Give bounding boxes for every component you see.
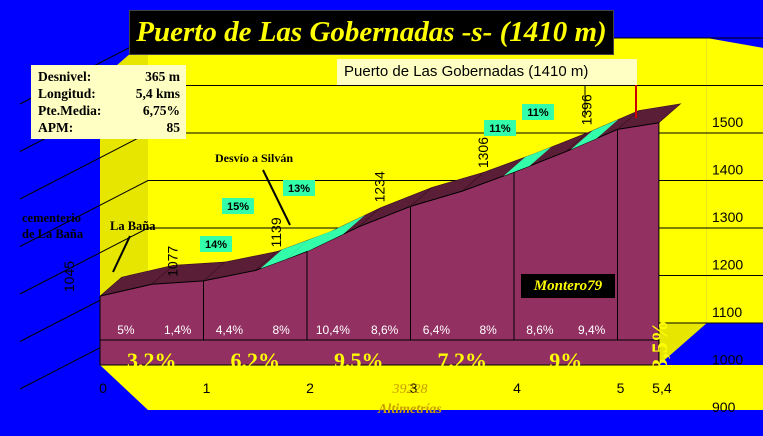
steep-badge (283, 180, 315, 196)
stat-row-longitud: Longitud: 5,4 kms (38, 85, 180, 102)
annotation-arrow (262, 169, 291, 226)
credit-text: Montero79 (533, 278, 603, 294)
segment-slope-label: 8% (479, 323, 497, 337)
steep-badge-label: 11% (489, 123, 511, 135)
segment-slope-label: 8,6% (526, 323, 554, 337)
stat-row-apm: APM: 85 (38, 119, 180, 136)
steep-badge (484, 120, 516, 136)
altitude-label: 1139 (268, 217, 284, 247)
segment-slope-label: 6,4% (423, 323, 451, 337)
chart-title-box: Puerto de Las Gobernadas -s- (1410 m) (129, 10, 614, 55)
summit-label: Puerto de Las Gobernadas (1410 m) (344, 63, 589, 80)
steep-badge-label: 11% (527, 107, 549, 119)
summit-label-box: Puerto de Las Gobernadas (1410 m) (337, 59, 637, 85)
stats-box: Desnivel: 365 m Longitud: 5,4 kms Pte.Me… (31, 65, 186, 139)
steep-badge-label: 15% (227, 201, 249, 213)
y-tick-label: 1000 (712, 352, 743, 368)
chart-title: Puerto de Las Gobernadas -s- (1410 m) (136, 16, 607, 48)
segment-slope-label: 4,4% (216, 323, 244, 337)
steep-band (570, 119, 619, 150)
segment-slope-label: 10,4% (316, 323, 350, 337)
segment-slope-label: 5% (117, 323, 135, 337)
altitude-label: 1045 (61, 261, 77, 292)
credit-badge: Montero79 (521, 274, 615, 298)
km-slope-label: 6,2% (231, 348, 281, 373)
annotation-desvio: Desvío a Silván (215, 151, 293, 165)
y-tick-label: 1300 (712, 209, 743, 225)
steep-band (286, 230, 334, 260)
watermark-number: 39228 (392, 382, 428, 397)
x-tick-label: 2 (306, 380, 314, 396)
altitude-label: 1234 (372, 171, 388, 202)
x-tick-label: 1 (203, 380, 211, 396)
segment-slope-label: 8,6% (371, 323, 399, 337)
stat-label: Desnivel: (38, 69, 92, 84)
y-tick-label: 1500 (712, 114, 743, 130)
km-slope-label: 9% (549, 348, 582, 373)
altitude-label: 1306 (475, 137, 491, 168)
steep-band (260, 240, 308, 269)
annotation-arrow (112, 235, 131, 273)
stat-label: APM: (38, 120, 74, 135)
steep-badge (522, 104, 554, 120)
steep-badge-label: 14% (205, 239, 227, 251)
y-tick-label: 1100 (712, 304, 742, 320)
km-slope-label: 3,2% (127, 348, 177, 373)
steep-band (503, 147, 552, 176)
stat-value: 85 (166, 120, 181, 135)
stat-row-desnivel: Desnivel: 365 m (38, 68, 180, 85)
stat-value: 6,75% (142, 103, 180, 118)
segment-slope-label: 8% (272, 323, 290, 337)
segment-slope-label: 9,4% (578, 323, 606, 337)
y-tick-label: 900 (712, 399, 736, 415)
annotation-cementerio: de La Baña (22, 227, 84, 241)
km-slope-label: 9,5% (334, 348, 384, 373)
x-tick-label: 5 (617, 380, 625, 396)
segment-slope-label: 1,4% (164, 323, 192, 337)
steep-band (307, 215, 365, 252)
steep-badge (222, 198, 254, 214)
x-tick-label: 4 (513, 380, 521, 396)
annotation-la-bana: La Baña (110, 219, 156, 233)
km-slope-label: 3,5% (647, 320, 672, 370)
stat-label: Longitud: (38, 86, 96, 101)
steep-badge (200, 236, 232, 252)
altitude-label: 1396 (579, 94, 595, 125)
stat-label: Pte.Media: (38, 103, 102, 118)
watermark-text: Altimetrías (377, 402, 442, 417)
x-tick-label: 3 (410, 380, 418, 396)
km-slope-label: 7,2% (438, 348, 488, 373)
base-band (99, 339, 660, 366)
stat-value: 365 m (145, 69, 180, 84)
stat-value: 5,4 kms (135, 86, 180, 101)
steep-badge-label: 13% (288, 183, 310, 195)
y-tick-label: 1400 (712, 162, 743, 178)
annotation-cementerio: cementerio (22, 211, 81, 225)
y-tick-label: 1200 (712, 257, 743, 273)
altitude-label: 1077 (165, 246, 181, 277)
base-floor (100, 365, 763, 410)
stat-row-pendiente-media: Pte.Media: 6,75% (38, 102, 180, 119)
x-tick-label: 5,4 (652, 380, 672, 396)
x-tick-label: 0 (99, 380, 107, 396)
